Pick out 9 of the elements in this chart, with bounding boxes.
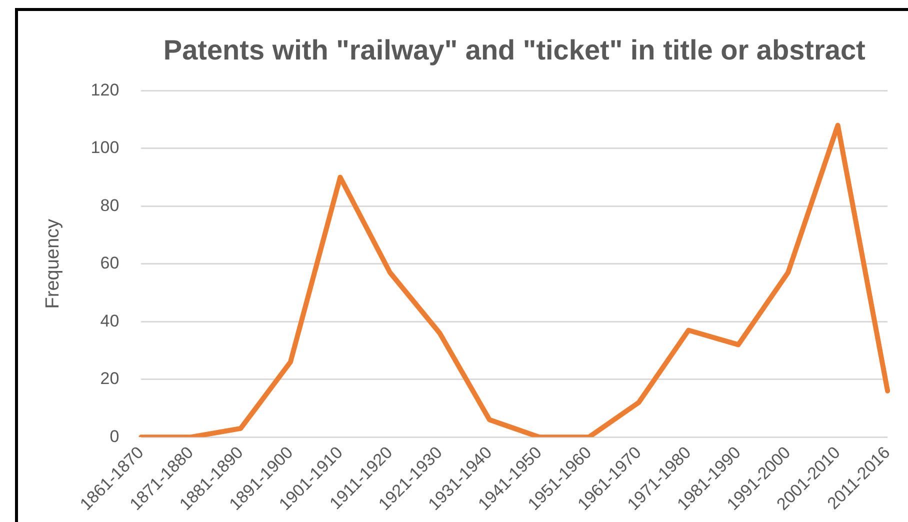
y-axis-title: Frequency (42, 218, 64, 309)
y-tick-label: 0 (110, 426, 120, 446)
y-tick-label: 120 (90, 80, 120, 100)
y-tick-label: 60 (100, 254, 120, 273)
y-tick-label: 80 (100, 196, 120, 215)
y-tick-label: 40 (100, 311, 120, 330)
y-tick-label: 20 (100, 369, 120, 388)
chart-title: Patents with "railway" and "ticket" in title or abstract (163, 34, 866, 66)
y-tick-label: 100 (90, 138, 120, 158)
